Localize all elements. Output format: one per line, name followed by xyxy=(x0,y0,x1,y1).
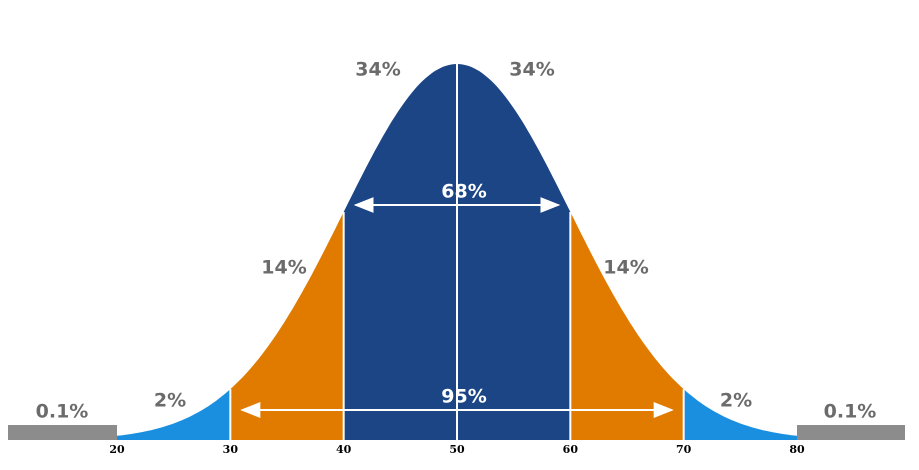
segment-label: 34% xyxy=(509,59,554,81)
curve-segment xyxy=(683,389,797,440)
curve-segment xyxy=(457,64,571,440)
segment-label: 2% xyxy=(720,390,752,412)
x-tick-label: 80 xyxy=(789,443,805,456)
segment-label: 14% xyxy=(603,257,648,279)
segment-label: 34% xyxy=(355,59,400,81)
x-tick-label: 20 xyxy=(109,443,125,456)
segment-label: 14% xyxy=(261,257,306,279)
curve-segment xyxy=(343,64,457,440)
tail xyxy=(797,425,905,440)
x-tick-label: 40 xyxy=(336,443,352,456)
segment-label: 0.1% xyxy=(824,401,877,423)
segment-label: 2% xyxy=(154,390,186,412)
x-tick-label: 70 xyxy=(676,443,692,456)
span-label: 95% xyxy=(441,386,486,408)
x-tick-label: 50 xyxy=(449,443,465,456)
segment-label: 0.1% xyxy=(36,401,89,423)
span-label: 68% xyxy=(441,181,486,203)
x-tick-label: 30 xyxy=(223,443,239,456)
curve-segment xyxy=(117,389,231,440)
curve-segment xyxy=(570,211,684,440)
x-tick-label: 60 xyxy=(563,443,579,456)
tail xyxy=(8,425,117,440)
curve-segment xyxy=(230,211,344,440)
